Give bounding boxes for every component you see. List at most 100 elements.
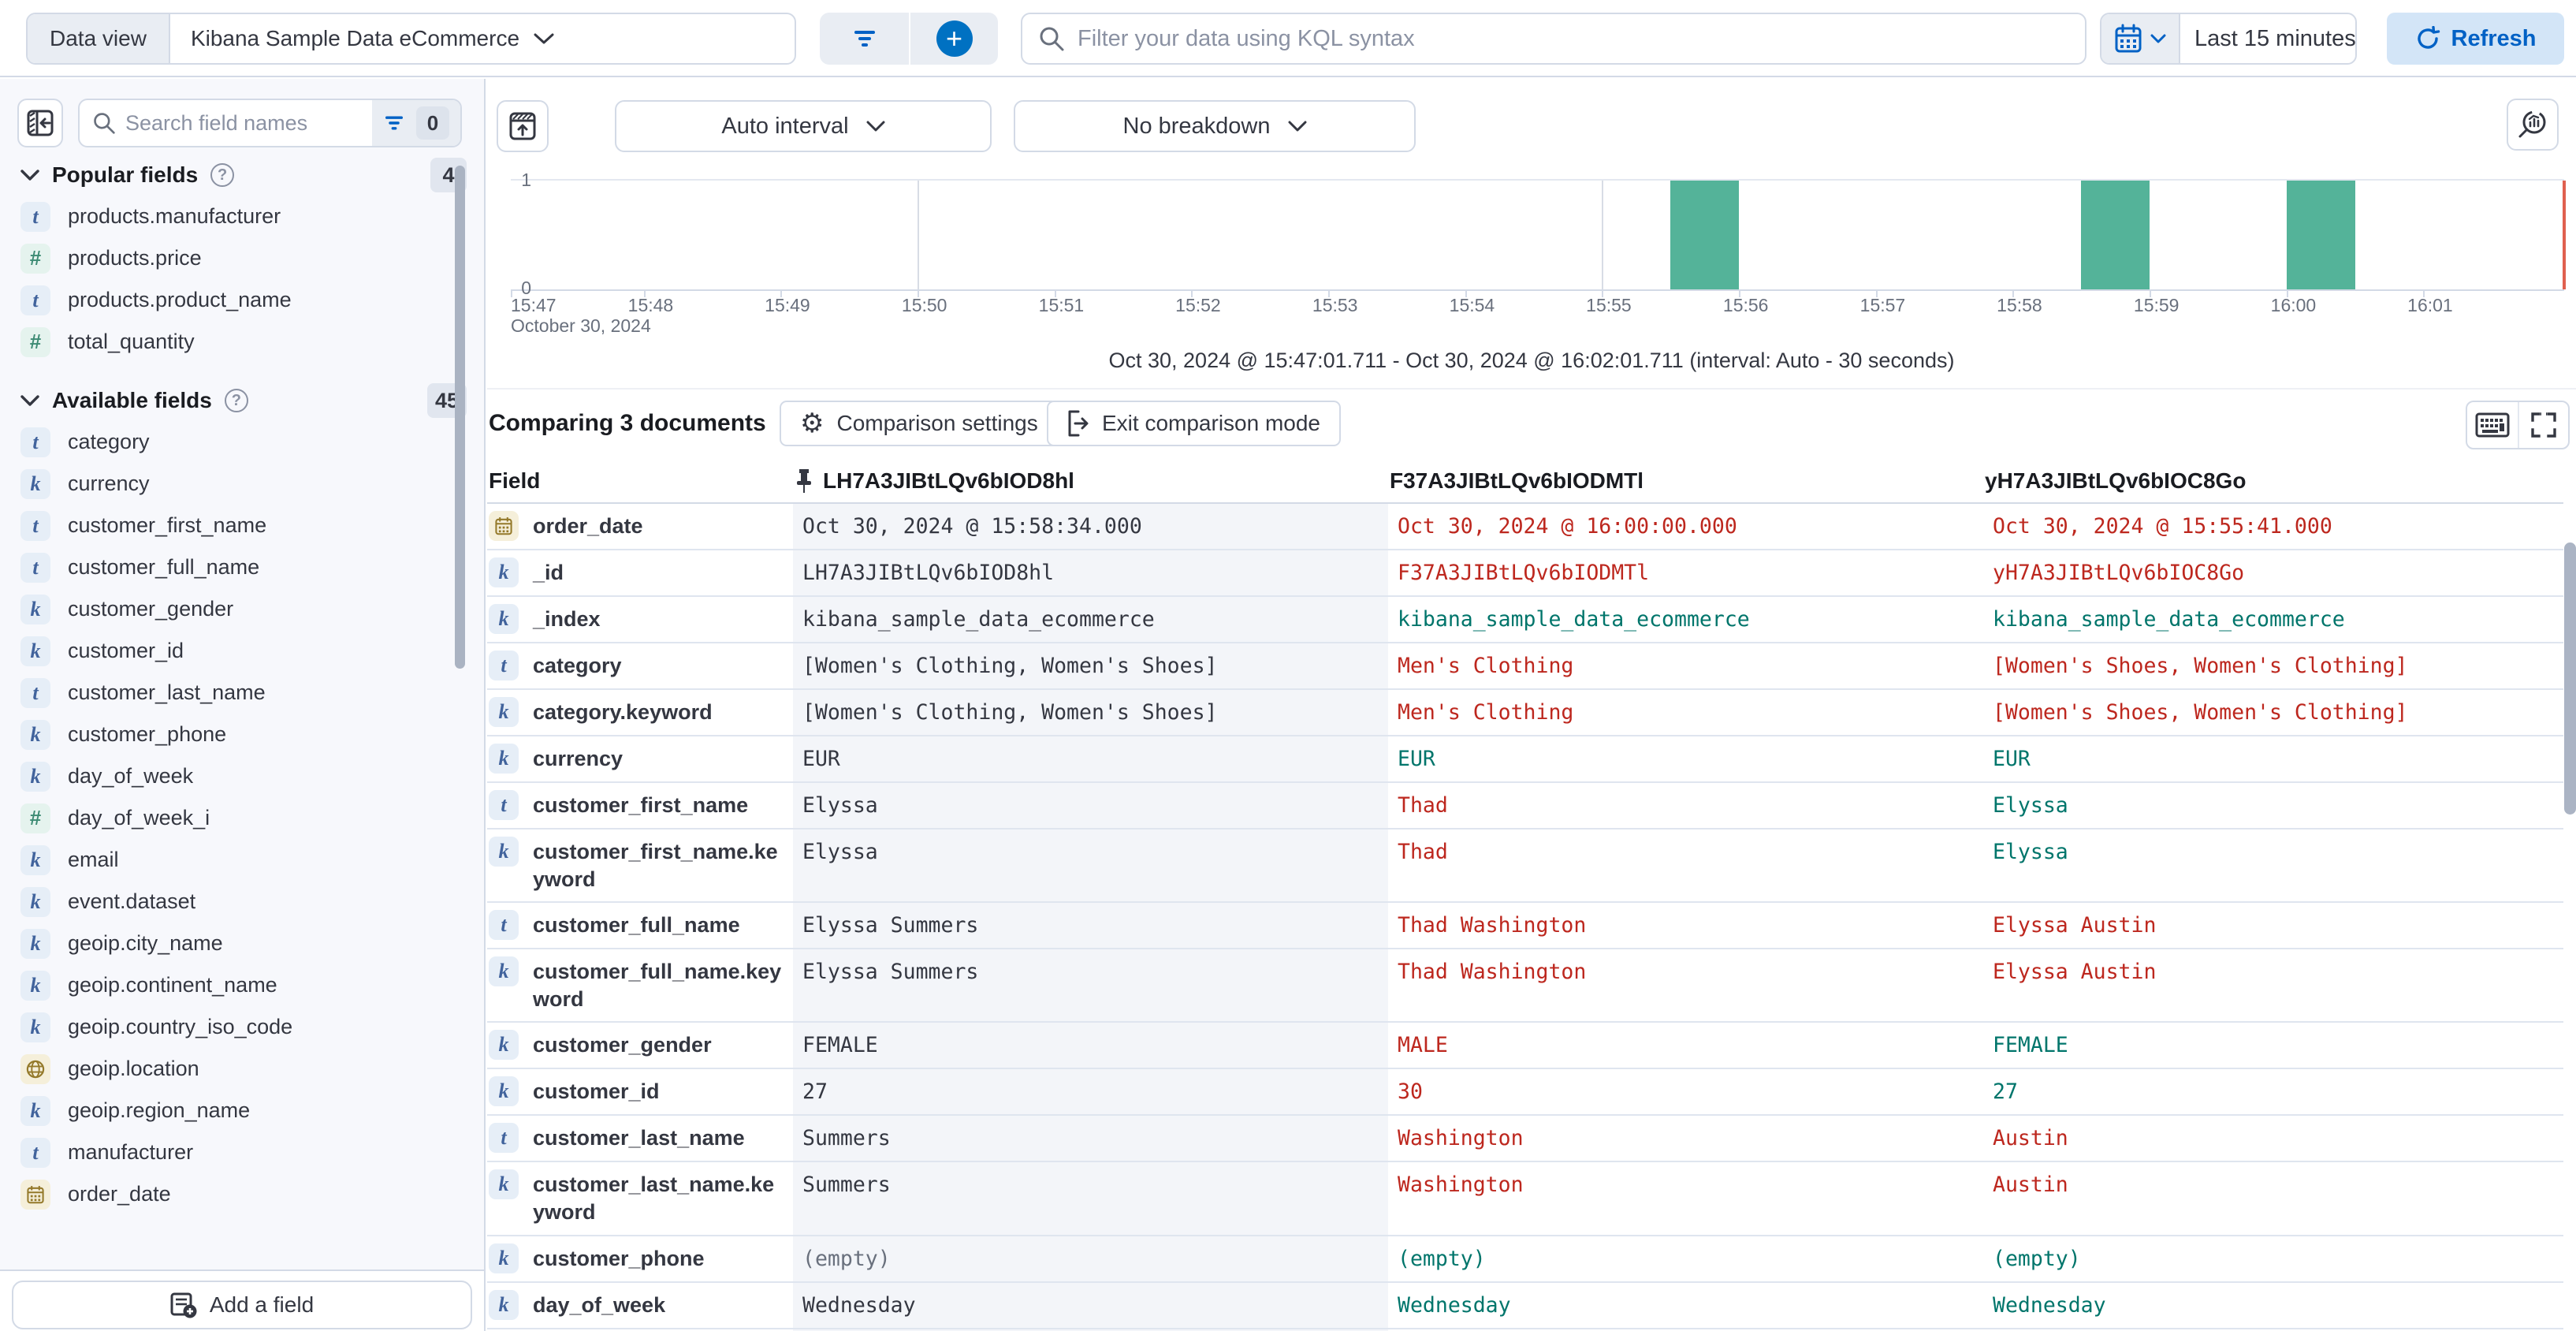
field-name-label: customer_id (68, 639, 184, 662)
table-row-day_of_week[interactable]: k day_of_week Wednesday Wednesday Wednesday (487, 1282, 2563, 1329)
table-row-currency[interactable]: k currency EUR EUR EUR (487, 736, 2563, 783)
available-field-geoip.region_name[interactable]: k geoip.region_name (0, 1090, 484, 1132)
time-range-value[interactable]: Last 15 minutes (2194, 25, 2356, 51)
keyboard-icon (2475, 412, 2510, 438)
hide-chart-button[interactable] (497, 100, 549, 152)
breakdown-dropdown[interactable]: No breakdown (1014, 100, 1416, 152)
filter-icon (853, 28, 877, 49)
popular-fields-header[interactable]: Popular fields ? 4 (0, 155, 484, 196)
histogram-bar-15:55:30[interactable] (1670, 181, 1740, 289)
table-row-customer_last_name[interactable]: t customer_last_name Summers Washington Aust… (487, 1116, 2563, 1163)
table-row-customer_id[interactable]: k customer_id 27 30 27 (487, 1069, 2563, 1117)
fullscreen-button[interactable] (2518, 402, 2568, 448)
popular-field-products.manufacturer[interactable]: t products.manufacturer (0, 196, 484, 237)
keyboard-shortcuts-button[interactable] (2467, 402, 2518, 448)
table-row-category.keyword[interactable]: k category.keyword [Women's Clothing, Wome… (487, 690, 2563, 736)
add-field-button[interactable]: Add a field (12, 1281, 472, 1329)
keyword-field-icon: k (489, 1030, 519, 1061)
add-filter-button[interactable]: + (909, 13, 998, 65)
data-view-select[interactable]: Kibana Sample Data eCommerce (170, 26, 795, 51)
refresh-button[interactable]: Refresh (2387, 13, 2564, 65)
document-histogram[interactable]: 1 0 (511, 170, 2566, 298)
text-field-icon: t (20, 1137, 50, 1168)
keyword-field-icon: k (20, 886, 50, 917)
field-name-label: customer_gender (68, 597, 234, 621)
field-filter-button[interactable]: 0 (372, 100, 460, 146)
current-time-marker (2563, 181, 2566, 289)
field-name-cell: k customer_first_name.keyword (487, 830, 793, 901)
field-name-label: customer_phone (533, 1246, 705, 1270)
add-field-icon (170, 1292, 197, 1318)
doc-2-value: Men's Clothing (1398, 700, 1574, 725)
available-field-geoip.continent_name[interactable]: k geoip.continent_name (0, 964, 484, 1006)
histogram-bar-15:58:30[interactable] (2081, 181, 2150, 289)
edit-visualization-button[interactable] (2507, 99, 2559, 151)
table-row-customer_full_name.keyword[interactable]: k customer_full_name.keyword Elyssa Summer… (487, 949, 2563, 1023)
y-axis-max-label: 1 (521, 170, 531, 190)
table-row-customer_last_name.keyword[interactable]: k customer_last_name.keyword Summers Washin… (487, 1162, 2563, 1236)
available-field-event.dataset[interactable]: k event.dataset (0, 881, 484, 923)
available-field-day_of_week[interactable]: k day_of_week (0, 755, 484, 797)
help-icon: ? (224, 389, 248, 412)
table-row-category[interactable]: t category [Women's Clothing, Women's Shoe… (487, 643, 2563, 690)
field-name-cell: k category.keyword (487, 690, 793, 735)
table-row-customer_phone[interactable]: k customer_phone (empty) (empty) (empty) (487, 1236, 2563, 1283)
panel-collapse-icon (27, 110, 54, 136)
comparison-settings-label: Comparison settings (836, 411, 1038, 435)
tick-mark (1875, 291, 1878, 297)
available-field-customer_full_name[interactable]: t customer_full_name (0, 546, 484, 588)
sidebar-scrollbar[interactable] (455, 166, 465, 669)
doc-column-header-3[interactable]: yH7A3JIBtLQv6bIOC8Go (1983, 459, 2563, 502)
chevron-down-icon (20, 394, 39, 407)
collapse-sidebar-button[interactable] (17, 99, 63, 147)
available-fields-header[interactable]: Available fields ? 45 (0, 380, 484, 421)
comparison-settings-button[interactable]: ⚙ Comparison settings (780, 401, 1059, 446)
available-field-customer_gender[interactable]: k customer_gender (0, 588, 484, 630)
available-field-geoip.location[interactable]: geoip.location (0, 1048, 484, 1090)
field-name-label: currency (68, 472, 150, 495)
popular-field-products.price[interactable]: # products.price (0, 237, 484, 279)
interval-dropdown[interactable]: Auto interval (615, 100, 992, 152)
field-search-input[interactable] (125, 110, 372, 136)
table-row-customer_full_name[interactable]: t customer_full_name Elyssa Summers Thad Wa… (487, 903, 2563, 950)
filter-funnel-button[interactable] (820, 13, 909, 65)
vertical-gridline (1602, 181, 1604, 289)
available-field-email[interactable]: k email (0, 839, 484, 881)
available-field-category[interactable]: t category (0, 421, 484, 463)
doc-column-header-1[interactable]: LH7A3JIBtLQv6bIOD8hl (793, 459, 1388, 502)
available-field-order_date[interactable]: order_date (0, 1173, 484, 1215)
available-field-geoip.country_iso_code[interactable]: k geoip.country_iso_code (0, 1006, 484, 1048)
doc-column-header-2[interactable]: F37A3JIBtLQv6bIODMTl (1388, 459, 1983, 502)
table-row-order_date[interactable]: order_date Oct 30, 2024 @ 15:58:34.000 Oct… (487, 504, 2563, 550)
available-field-day_of_week_i[interactable]: # day_of_week_i (0, 797, 484, 839)
available-field-currency[interactable]: k currency (0, 463, 484, 505)
pinned-doc-value: (empty) (793, 1236, 1388, 1281)
table-row-_id[interactable]: k _id LH7A3JIBtLQv6bIOD8hl F37A3JIBtLQv6bIO… (487, 550, 2563, 597)
available-field-geoip.city_name[interactable]: k geoip.city_name (0, 923, 484, 964)
field-name-label: products.price (68, 246, 202, 270)
popular-field-products.product_name[interactable]: t products.product_name (0, 279, 484, 321)
calendar-menu-button[interactable] (2101, 14, 2180, 63)
kql-query-input[interactable] (1078, 25, 2069, 52)
table-row-_index[interactable]: k _index kibana_sample_data_ecommerce kiban… (487, 597, 2563, 643)
field-name-label: category (68, 430, 150, 453)
keyword-field-icon: k (20, 970, 50, 1001)
exit-comparison-button[interactable]: Exit comparison mode (1047, 401, 1342, 446)
table-row-customer_first_name.keyword[interactable]: k customer_first_name.keyword Elyssa Thad El… (487, 830, 2563, 904)
table-row-customer_first_name[interactable]: t customer_first_name Elyssa Thad Elyssa (487, 783, 2563, 830)
available-field-manufacturer[interactable]: t manufacturer (0, 1132, 484, 1173)
popular-field-total_quantity[interactable]: # total_quantity (0, 321, 484, 363)
tick-mark (643, 291, 646, 297)
available-field-customer_first_name[interactable]: t customer_first_name (0, 505, 484, 546)
available-field-customer_last_name[interactable]: t customer_last_name (0, 672, 484, 714)
tick-mark (2423, 291, 2425, 297)
table-row-day_of_week_i[interactable]: #day_of_week_i222 (487, 1329, 2563, 1331)
table-row-customer_gender[interactable]: k customer_gender FEMALE MALE FEMALE (487, 1023, 2563, 1070)
table-scrollbar[interactable] (2564, 542, 2576, 815)
field-name-cell: k customer_id (487, 1069, 793, 1114)
available-field-customer_id[interactable]: k customer_id (0, 630, 484, 672)
field-name-label: order_date (533, 514, 643, 538)
available-field-customer_phone[interactable]: k customer_phone (0, 714, 484, 755)
fullscreen-icon (2531, 412, 2556, 438)
histogram-bar-16:00:00[interactable] (2286, 181, 2355, 289)
